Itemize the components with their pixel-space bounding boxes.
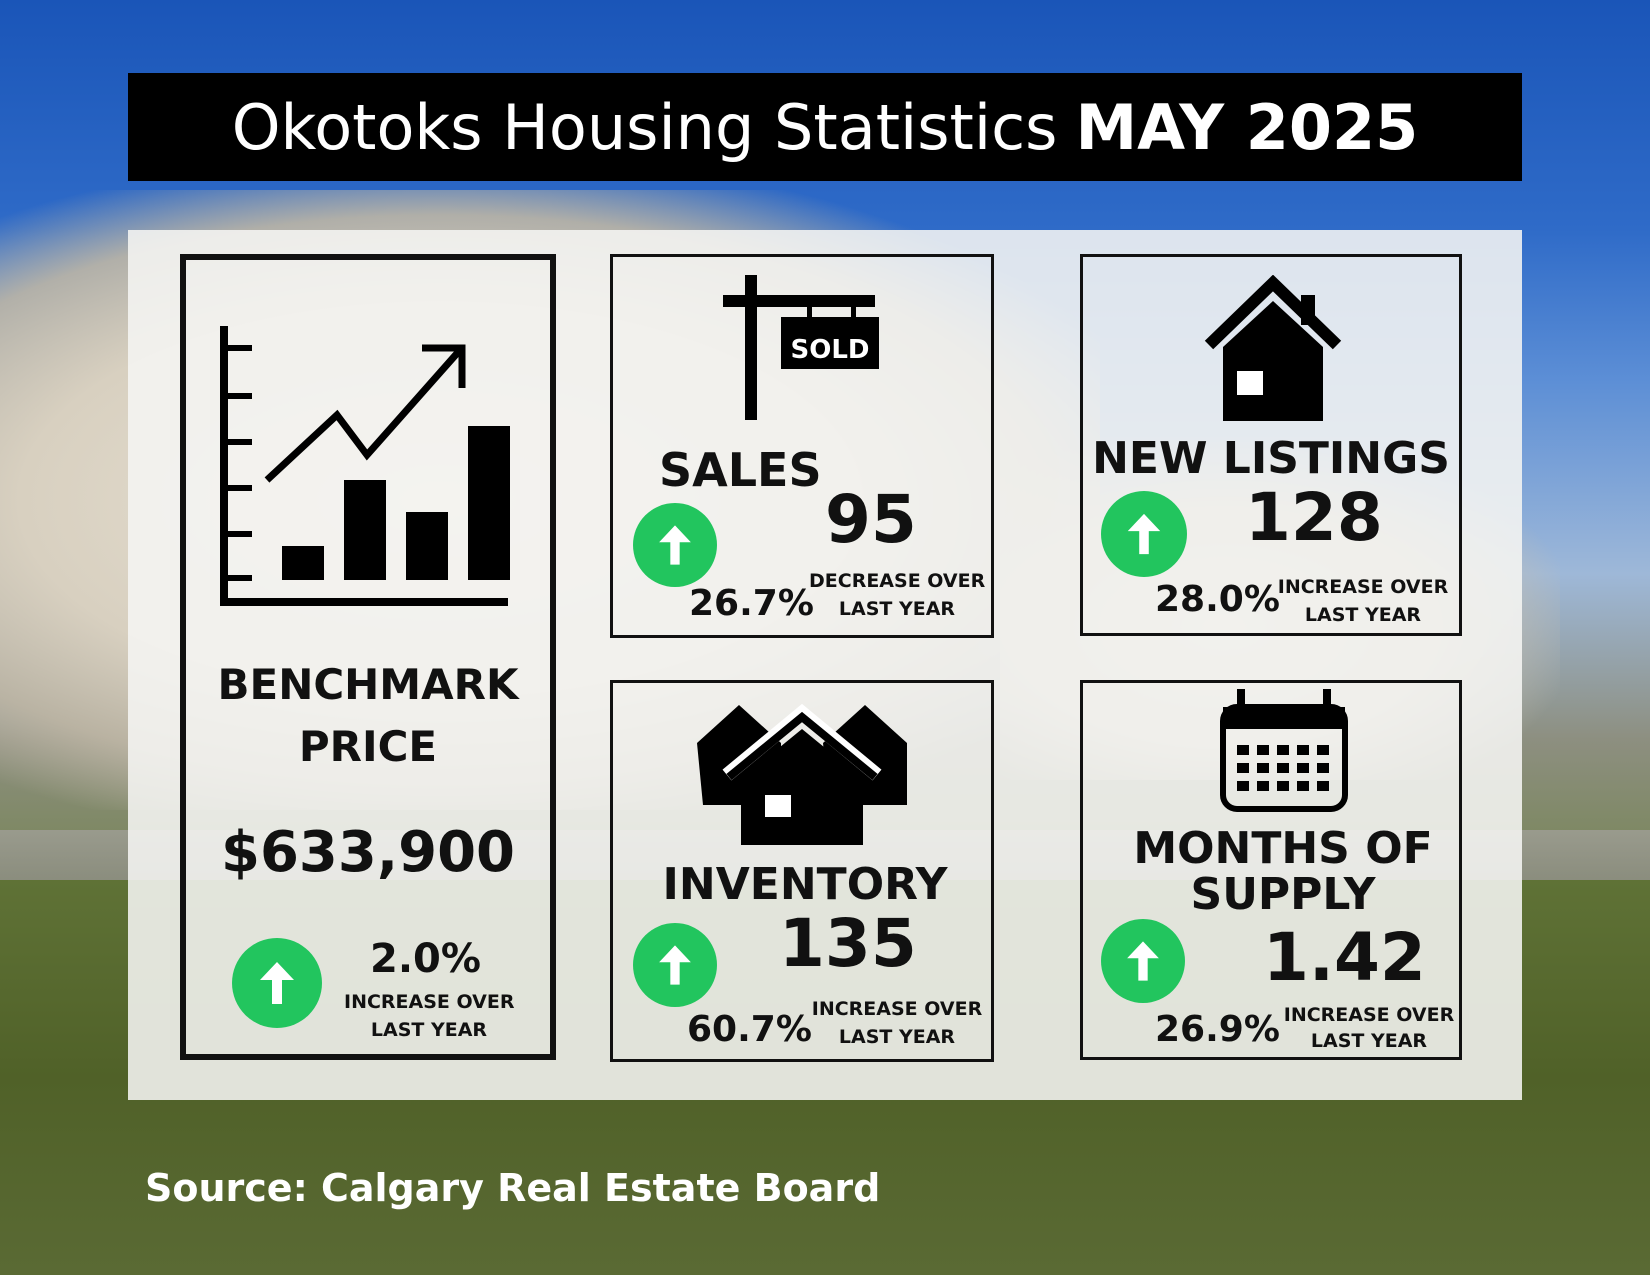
inventory-note-line2: LAST YEAR — [838, 1026, 956, 1048]
up-arrow-icon — [232, 938, 322, 1028]
benchmark-note-line1: INCREASE OVER — [344, 991, 515, 1013]
months-supply-note-line2: LAST YEAR — [1310, 1030, 1428, 1052]
new-listings-value: 128 — [1245, 479, 1383, 556]
title-bold: MAY 2025 — [1075, 90, 1419, 164]
sold-sign-icon — [723, 275, 879, 420]
stats-panel: BENCHMARK PRICE $633,900 2.0% INCREASE O… — [128, 230, 1522, 1100]
benchmark-label-line2: PRICE — [298, 722, 438, 771]
sales-label: SALES — [659, 443, 822, 497]
inventory-note-line1: INCREASE OVER — [811, 998, 983, 1020]
sales-note-line2: LAST YEAR — [838, 598, 956, 620]
up-arrow-icon — [1101, 491, 1187, 577]
months-supply-label-line1: MONTHS OF — [1133, 823, 1433, 874]
new-listings-note-line1: INCREASE OVER — [1277, 576, 1449, 598]
benchmark-label-line1: BENCHMARK — [217, 660, 519, 709]
sold-sign-text: SOLD — [790, 335, 870, 365]
title-bar: Okotoks Housing Statistics MAY 2025 — [128, 73, 1522, 181]
benchmark-note-line2: LAST YEAR — [370, 1019, 488, 1041]
months-supply-value: 1.42 — [1263, 919, 1426, 996]
new-listings-card: NEW LISTINGS 128 28.0% INCREASE OVER LAS… — [1080, 254, 1462, 636]
benchmark-card: BENCHMARK PRICE $633,900 2.0% INCREASE O… — [180, 254, 556, 1060]
source-credit: Source: Calgary Real Estate Board — [145, 1166, 881, 1210]
benchmark-percent: 2.0% — [370, 936, 481, 982]
sales-percent: 26.7% — [689, 583, 814, 624]
months-supply-percent: 26.9% — [1155, 1009, 1280, 1050]
sales-card: SOLD SALES 95 26.7% DECREASE OVER LAST Y… — [610, 254, 994, 638]
calendar-icon — [1220, 689, 1348, 812]
title-regular: Okotoks Housing Statistics — [231, 90, 1058, 164]
months-supply-label-line2: SUPPLY — [1190, 869, 1376, 920]
sales-value: 95 — [825, 481, 917, 558]
up-arrow-icon — [1101, 919, 1185, 1003]
up-arrow-icon — [633, 503, 717, 587]
inventory-percent: 60.7% — [687, 1009, 812, 1050]
sales-note-line1: DECREASE OVER — [809, 570, 986, 592]
months-supply-note-line1: INCREASE OVER — [1283, 1004, 1455, 1026]
inventory-value: 135 — [779, 905, 917, 982]
inventory-label: INVENTORY — [662, 859, 948, 910]
houses-icon — [697, 703, 907, 845]
up-arrow-icon — [633, 923, 717, 1007]
benchmark-value: $633,900 — [220, 820, 516, 885]
months-supply-card: MONTHS OF SUPPLY 1.42 26.9% INCREASE OVE… — [1080, 680, 1462, 1060]
house-icon — [1204, 275, 1342, 421]
bar-chart-growth-icon — [220, 326, 510, 606]
new-listings-note-line2: LAST YEAR — [1304, 604, 1422, 626]
new-listings-percent: 28.0% — [1155, 579, 1280, 620]
inventory-card: INVENTORY 135 60.7% INCREASE OVER LAST Y… — [610, 680, 994, 1062]
new-listings-label: NEW LISTINGS — [1092, 433, 1450, 484]
